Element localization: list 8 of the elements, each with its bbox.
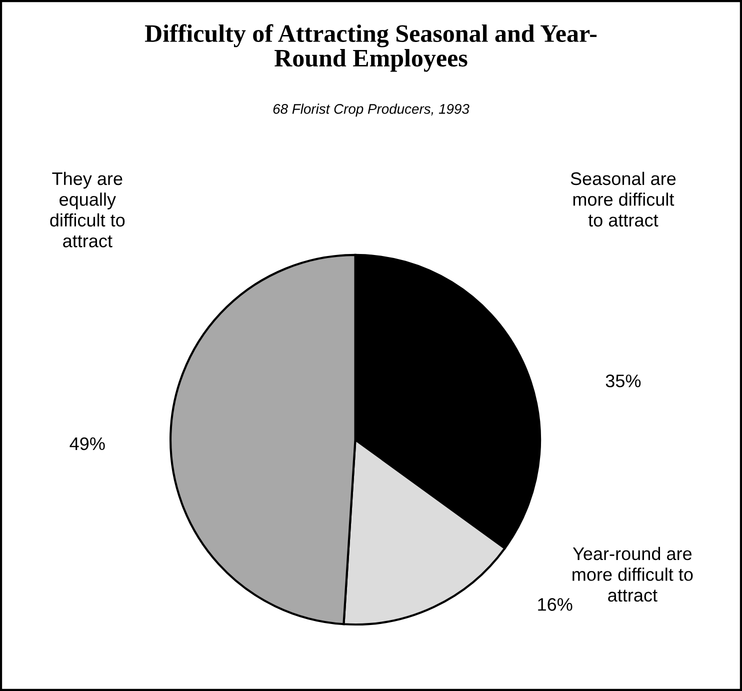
data-label: 16% bbox=[538, 598, 572, 611]
slice-label: Year-round are more difficult to attract bbox=[572, 546, 693, 602]
data-label: 35% bbox=[606, 374, 641, 388]
data-label: 49% bbox=[70, 437, 105, 450]
slice-label: Seasonal are more difficult to attract bbox=[570, 172, 676, 227]
chart-subtitle: 68 Florist Crop Producers, 1993 bbox=[273, 104, 470, 117]
chart-title: Difficulty of Attracting Seasonal and Year- Round Employees bbox=[144, 24, 597, 72]
slice-label: They are equally difficult to attract bbox=[50, 172, 125, 248]
